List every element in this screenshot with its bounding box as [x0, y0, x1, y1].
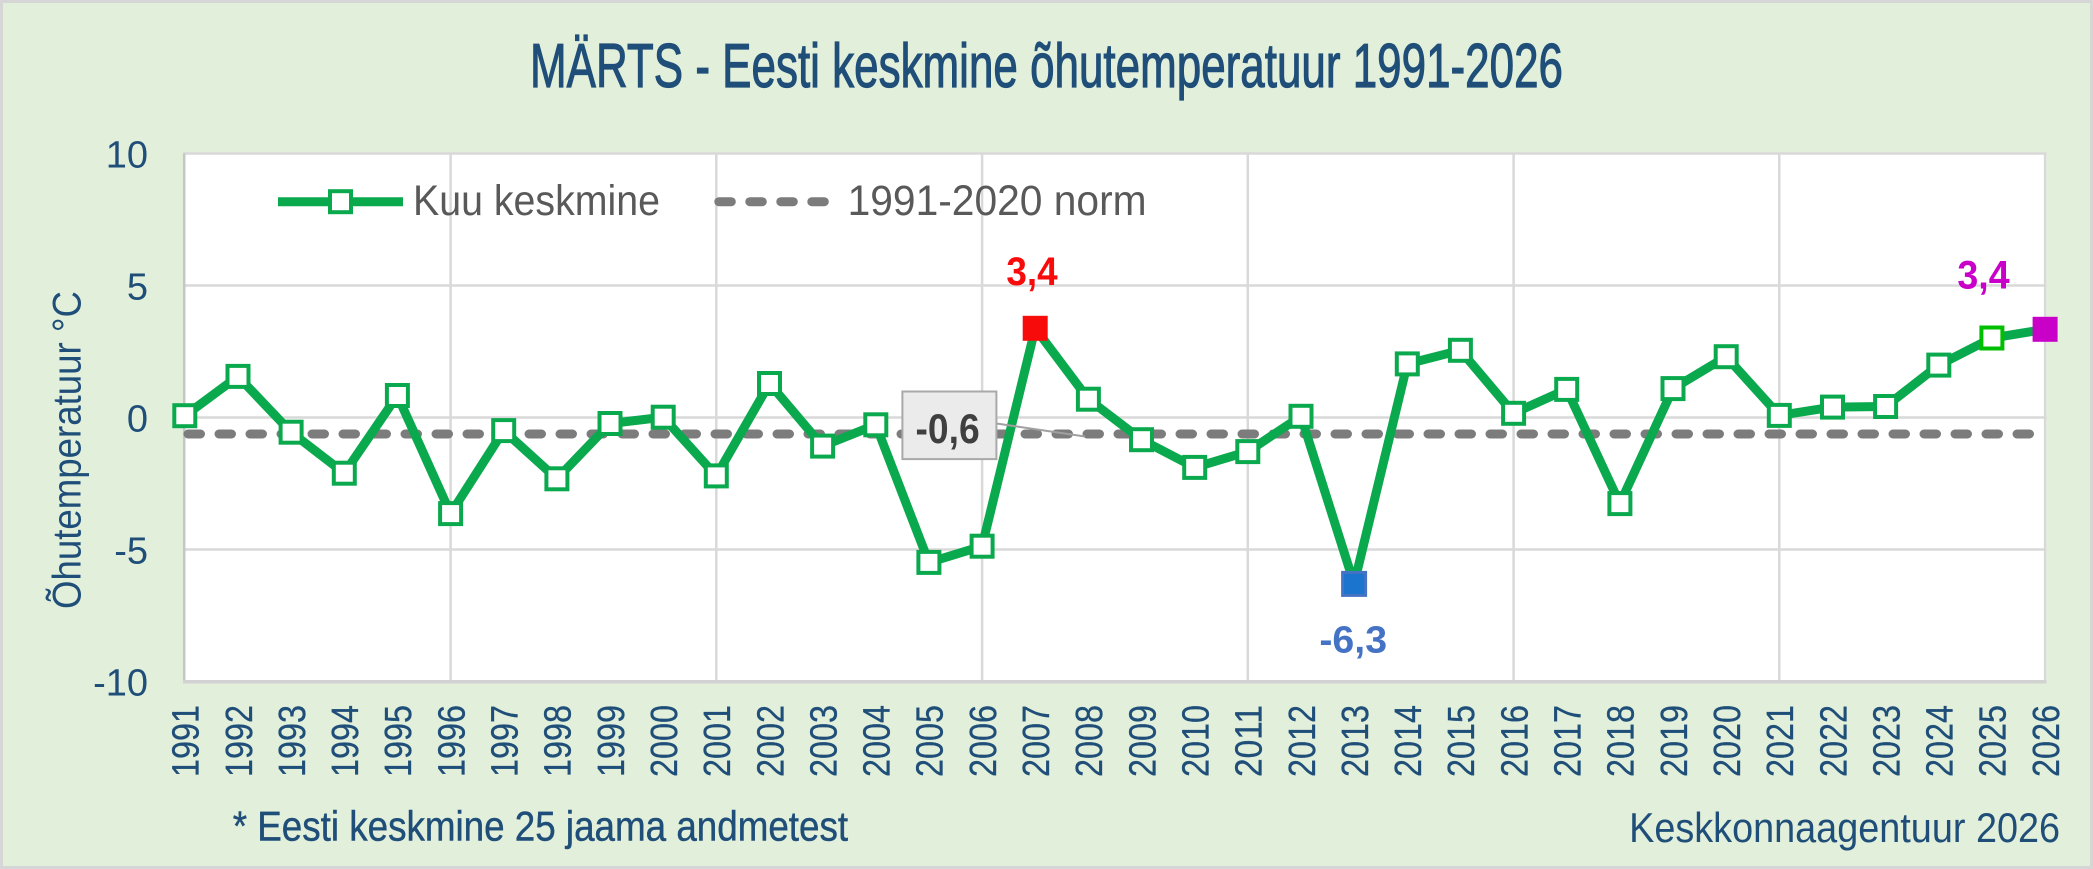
svg-text:1994: 1994 [325, 705, 367, 777]
svg-text:* Eesti keskmine 25 jaama andm: * Eesti keskmine 25 jaama andmetest [233, 803, 849, 850]
svg-text:1993: 1993 [272, 705, 314, 777]
svg-text:2001: 2001 [697, 705, 739, 777]
svg-text:1991-2020 norm: 1991-2020 norm [848, 177, 1147, 225]
svg-text:Õhutemperatuur °C: Õhutemperatuur °C [45, 291, 90, 609]
svg-text:2009: 2009 [1122, 705, 1164, 777]
svg-text:3,4: 3,4 [1957, 253, 2010, 297]
svg-text:2004: 2004 [857, 705, 899, 777]
svg-text:2017: 2017 [1548, 705, 1590, 777]
svg-text:2006: 2006 [963, 705, 1005, 777]
svg-text:2023: 2023 [1866, 705, 1908, 777]
svg-text:1998: 1998 [538, 705, 580, 777]
svg-text:2021: 2021 [1760, 705, 1802, 777]
svg-text:0: 0 [127, 398, 148, 440]
svg-text:10: 10 [106, 134, 148, 176]
svg-text:-5: -5 [114, 530, 148, 572]
svg-text:-10: -10 [93, 662, 148, 704]
svg-text:2012: 2012 [1282, 705, 1324, 777]
svg-text:3,4: 3,4 [1006, 250, 1058, 294]
svg-text:-0,6: -0,6 [916, 405, 980, 452]
svg-text:Keskkonnaagentuur 2026: Keskkonnaagentuur 2026 [1629, 804, 2060, 851]
svg-text:2002: 2002 [750, 705, 792, 777]
svg-text:2026: 2026 [2026, 705, 2068, 777]
svg-text:2003: 2003 [803, 705, 845, 777]
svg-text:2013: 2013 [1335, 705, 1377, 777]
svg-text:5: 5 [127, 266, 148, 308]
svg-text:MÄRTS - Eesti keskmine õhutemp: MÄRTS - Eesti keskmine õhutemperatuur 19… [530, 32, 1563, 101]
svg-text:2005: 2005 [910, 705, 952, 777]
svg-text:2014: 2014 [1388, 705, 1430, 777]
svg-text:Kuu keskmine: Kuu keskmine [413, 177, 660, 225]
svg-text:2018: 2018 [1601, 705, 1643, 777]
svg-text:2024: 2024 [1920, 705, 1962, 777]
svg-text:1995: 1995 [378, 705, 420, 777]
svg-text:2016: 2016 [1494, 705, 1536, 777]
svg-text:1999: 1999 [591, 705, 633, 777]
svg-text:2019: 2019 [1654, 705, 1696, 777]
svg-text:1991: 1991 [166, 705, 208, 777]
svg-text:2025: 2025 [1973, 705, 2015, 777]
svg-text:2010: 2010 [1176, 705, 1218, 777]
svg-text:1996: 1996 [431, 705, 473, 777]
svg-text:2020: 2020 [1707, 705, 1749, 777]
svg-text:2007: 2007 [1016, 705, 1058, 777]
svg-text:-6,3: -6,3 [1319, 620, 1387, 662]
svg-text:2000: 2000 [644, 705, 686, 777]
svg-text:2015: 2015 [1441, 705, 1483, 777]
svg-text:2008: 2008 [1069, 705, 1111, 777]
svg-text:2022: 2022 [1813, 705, 1855, 777]
svg-text:1992: 1992 [219, 705, 261, 777]
svg-text:1997: 1997 [485, 705, 527, 777]
svg-text:2011: 2011 [1229, 705, 1271, 777]
